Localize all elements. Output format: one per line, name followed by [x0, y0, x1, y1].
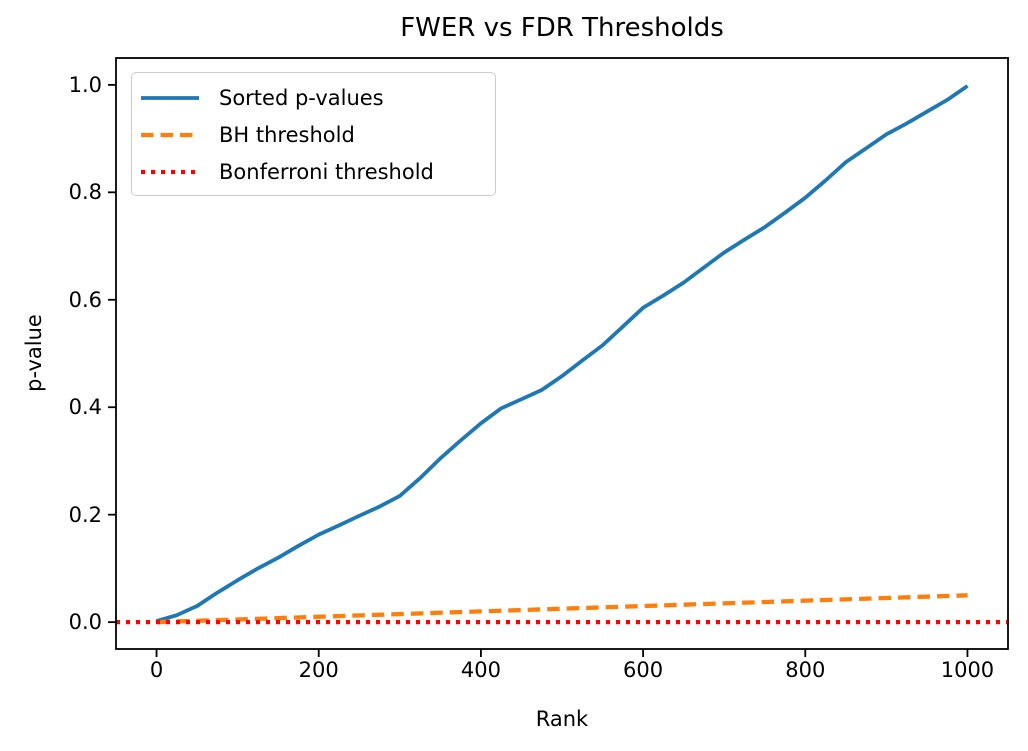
legend-item-bh-threshold: BH threshold	[141, 116, 495, 153]
x-tick-label: 0	[149, 658, 164, 682]
y-axis-label: p-value	[22, 314, 46, 392]
y-tick-label: 0.4	[68, 395, 102, 420]
legend-line-sample-solid	[141, 95, 199, 100]
x-tick-label: 1000	[940, 658, 995, 682]
legend-line-sample-dashed	[141, 132, 199, 137]
legend-label: Bonferroni threshold	[219, 159, 434, 184]
x-tick-label: 800	[785, 658, 826, 682]
y-tick-label: 1.0	[68, 72, 102, 97]
axes-spines	[115, 57, 1009, 650]
legend-label: BH threshold	[219, 122, 355, 147]
y-tick-label: 0.6	[68, 287, 102, 312]
x-tick-label: 400	[460, 658, 501, 682]
legend-label: Sorted p-values	[219, 85, 384, 110]
x-axis-label: Rank	[535, 707, 589, 731]
y-tick-label: 0.0	[68, 610, 102, 635]
chart-title: FWER vs FDR Thresholds	[400, 13, 724, 43]
legend: Sorted p-values BH threshold Bonferroni …	[131, 72, 496, 196]
y-tick-label: 0.2	[68, 502, 102, 527]
series-line-1	[157, 593, 968, 625]
legend-line-sample-dotted	[141, 169, 199, 174]
legend-item-sorted-p-values: Sorted p-values	[141, 79, 495, 116]
x-tick-label: 200	[298, 658, 339, 682]
y-tick-label: 0.8	[68, 180, 102, 205]
series-line-0	[155, 84, 969, 623]
legend-item-bonferroni-threshold: Bonferroni threshold	[141, 153, 495, 190]
x-tick-label: 600	[623, 658, 664, 682]
